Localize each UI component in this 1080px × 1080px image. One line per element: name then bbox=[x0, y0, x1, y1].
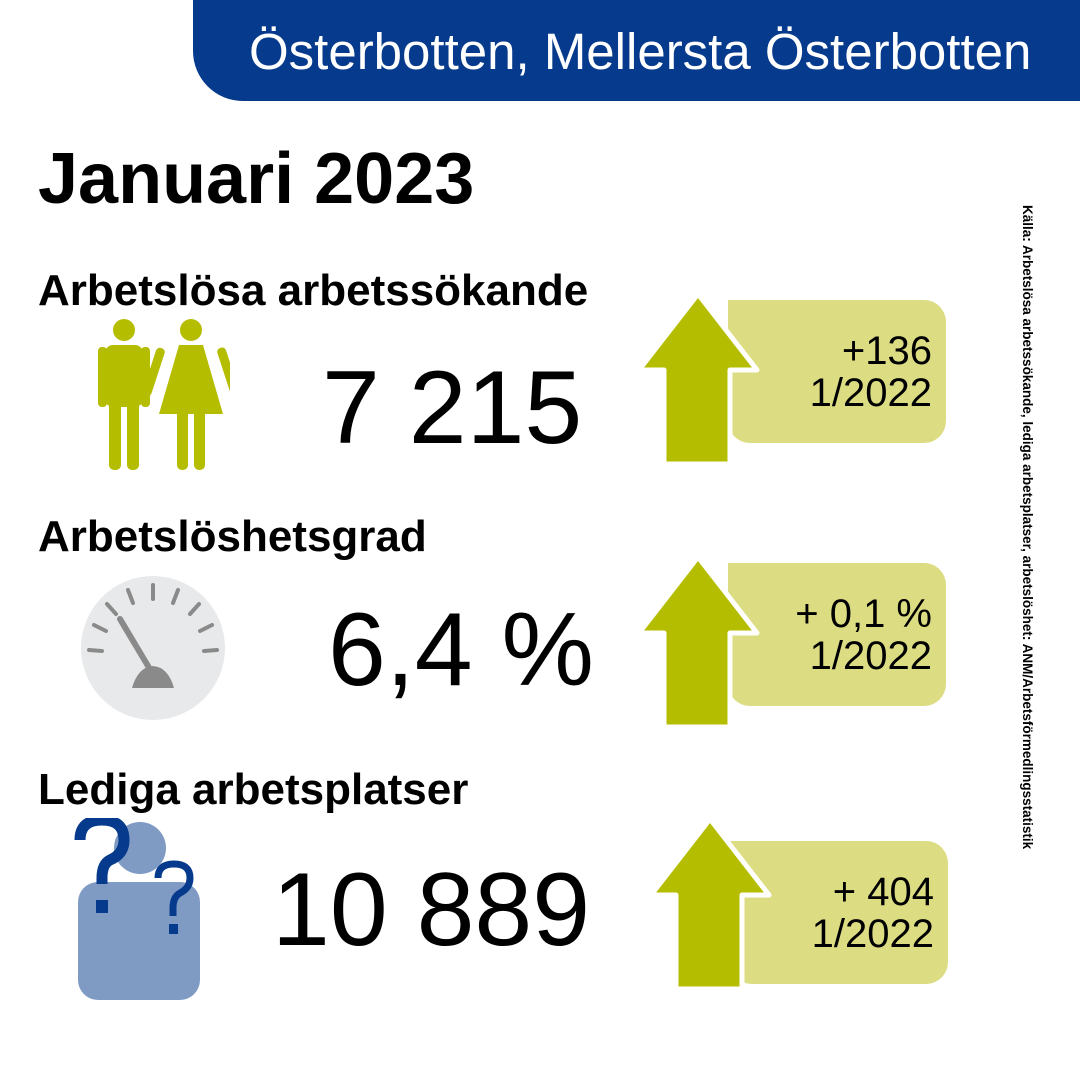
compare-period-rate: 1/2022 bbox=[809, 634, 932, 678]
stat-value-unemployed: 7 215 bbox=[322, 350, 583, 466]
region-title: Österbotten, Mellersta Österbotten bbox=[249, 23, 1032, 80]
stat-heading-rate: Arbetslöshetsgrad bbox=[38, 512, 427, 561]
change-value-unemployed: +136 bbox=[841, 329, 932, 373]
period-title: Januari 2023 bbox=[38, 139, 475, 219]
arrow-up-icon bbox=[636, 291, 760, 467]
compare-period-vacancies: 1/2022 bbox=[811, 912, 934, 956]
source-note: Källa: Arbetslösa arbetssökande, lediga … bbox=[1017, 205, 1037, 980]
gauge-icon bbox=[81, 576, 225, 720]
change-value-rate: + 0,1 % bbox=[795, 592, 932, 636]
change-value-vacancies: + 404 bbox=[832, 870, 934, 914]
arrow-up-icon bbox=[636, 554, 760, 730]
stat-heading-vacancies: Lediga arbetsplatser bbox=[38, 765, 469, 814]
man-woman-icon bbox=[98, 319, 230, 470]
compare-period-unemployed: 1/2022 bbox=[809, 371, 932, 415]
stat-heading-unemployed: Arbetslösa arbetssökande bbox=[38, 266, 589, 315]
change-box-rate: + 0,1 % 1/2022 bbox=[728, 563, 946, 706]
source-text: Källa: Arbetslösa arbetssökande, lediga … bbox=[1020, 205, 1035, 850]
arrow-up-icon bbox=[648, 816, 772, 992]
region-banner: Österbotten, Mellersta Österbotten bbox=[193, 0, 1080, 101]
change-box-vacancies: + 404 1/2022 bbox=[730, 841, 948, 984]
stat-value-rate: 6,4 % bbox=[328, 592, 594, 708]
person-question-icon bbox=[74, 818, 200, 1000]
change-box-unemployed: +136 1/2022 bbox=[728, 300, 946, 443]
stat-value-vacancies: 10 889 bbox=[272, 852, 591, 968]
